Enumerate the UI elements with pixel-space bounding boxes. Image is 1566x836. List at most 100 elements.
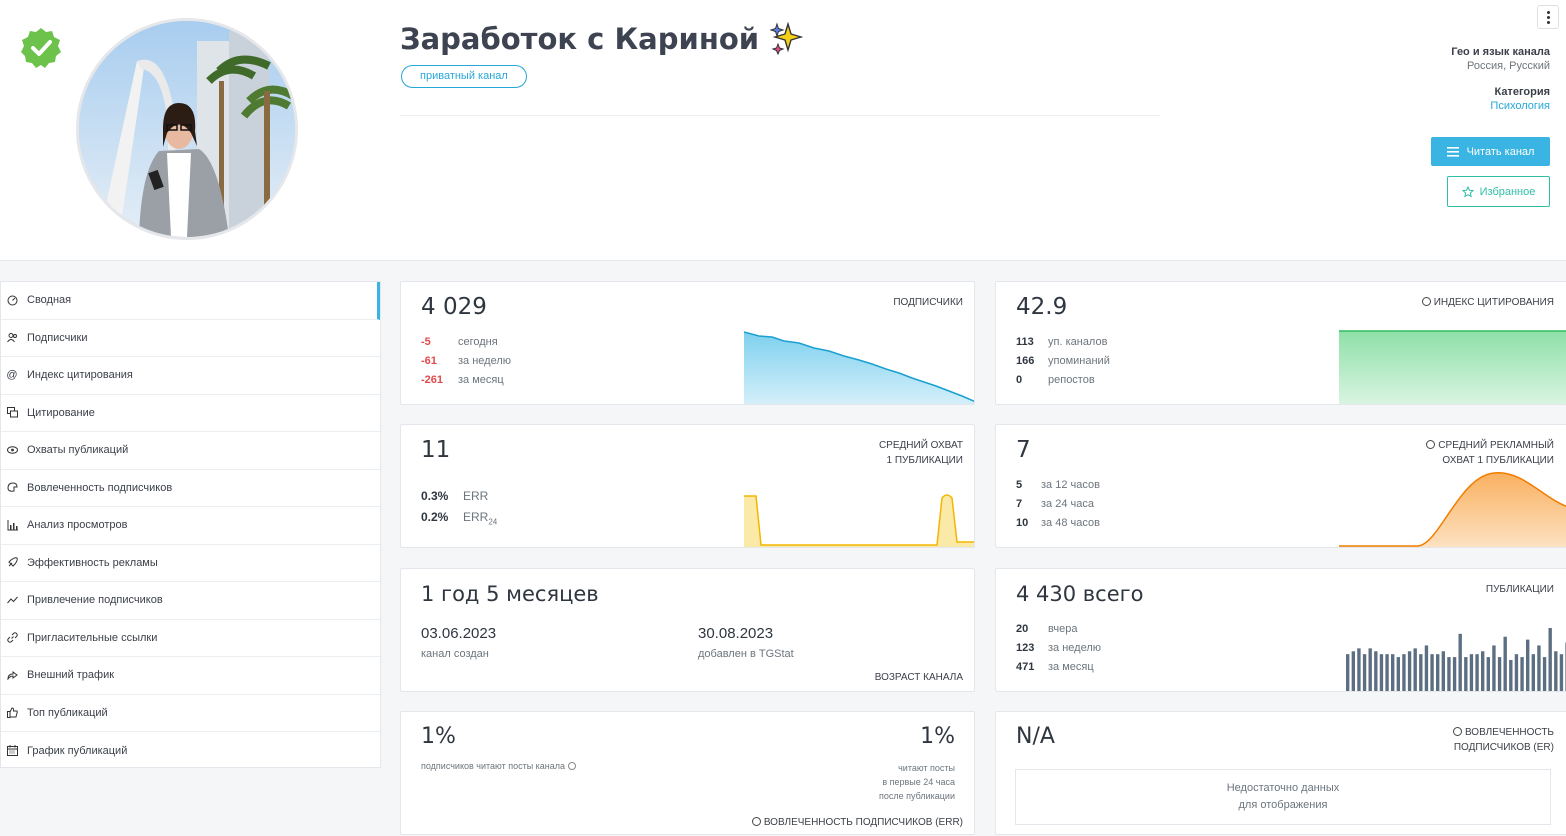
publication-bar <box>1385 654 1389 691</box>
subscribers-changes: -5 сегодня -61 за неделю -261 за месяц <box>421 333 511 390</box>
info-icon[interactable] <box>1452 727 1462 736</box>
sidebar-item-ad-efficiency[interactable]: Эффективность рекламы <box>1 545 380 582</box>
publication-bar <box>1542 657 1547 691</box>
publications-total: 4 430 всего <box>1016 582 1144 606</box>
subscribers-sparkline <box>744 331 974 404</box>
info-icon[interactable] <box>1426 440 1436 449</box>
sidebar-item-views-analysis[interactable]: Анализ просмотров <box>1 507 380 545</box>
average-reach-card: 11 СРЕДНИЙ ОХВАТ 1 ПУБЛИКАЦИИ 0.3% ERR 0.2… <box>400 424 975 548</box>
favorite-button[interactable]: Избранное <box>1447 176 1550 207</box>
engagement-left-value: 1% <box>421 724 456 749</box>
publication-bar <box>1503 636 1507 691</box>
citation-sparkline <box>1339 330 1566 404</box>
sidebar-item-invite-links[interactable]: Пригласительные ссылки <box>1 620 380 657</box>
sidebar-item-reach[interactable]: Охваты публикаций <box>1 432 380 470</box>
at-icon: @ <box>6 369 18 382</box>
geo-value: Россия, Русский <box>1467 60 1550 72</box>
sidebar-item-subscribers[interactable]: Подписчики <box>1 320 380 357</box>
publication-bar <box>1458 633 1462 691</box>
divider <box>400 115 1160 116</box>
created-date: 03.06.2023 <box>421 625 497 642</box>
dashboard-icon <box>6 294 18 306</box>
no-data-box: Недостаточно данных для отображения <box>1015 769 1551 825</box>
publication-bar <box>1391 654 1395 691</box>
publication-bar <box>1464 657 1468 691</box>
sidebar-item-engagement[interactable]: Вовлеченность подписчиков <box>1 470 380 507</box>
citation-index-value: 42.9 <box>1016 294 1068 320</box>
category-label: Категория <box>1494 86 1550 98</box>
calendar-icon <box>6 745 18 757</box>
publication-bar <box>1486 657 1491 691</box>
subscribers-card: 4 029 ПОДПИСЧИКИ -5 сегодня -61 за неделю … <box>400 281 975 405</box>
ad-reach-24h: 7 за 24 часа <box>1016 498 1094 510</box>
citation-mentions: 166 упоминаний <box>1016 355 1110 367</box>
ad-reach-stats: 5 за 12 часов 7 за 24 часа 10 за 48 часов <box>1016 476 1100 533</box>
sidebar-item-citation-index[interactable]: @ Индекс цитирования <box>1 357 380 395</box>
publication-bar <box>1413 648 1417 691</box>
sidebar-item-citation[interactable]: Цитирование <box>1 395 380 432</box>
er-label: ВОВЛЕЧЕННОСТЬ ПОДПИСЧИКОВ (ER) <box>1452 727 1554 753</box>
sidebar-item-external-traffic[interactable]: Внешний трафик <box>1 657 380 695</box>
publication-bar <box>1469 654 1474 691</box>
private-channel-badge: приватный канал <box>401 65 527 88</box>
reach-sparkline <box>744 494 974 547</box>
publication-bar <box>1379 654 1384 691</box>
created-label: канал создан <box>421 648 489 660</box>
citation-reposts: 0 репостов <box>1016 374 1095 386</box>
publication-bar <box>1441 651 1446 691</box>
channel-avatar <box>76 18 298 240</box>
citation-channels: 113 уп. каналов <box>1016 336 1108 348</box>
read-channel-button[interactable]: Читать канал <box>1431 137 1550 166</box>
engagement-right-text: читают посты в первые 24 часа после публик… <box>879 763 955 801</box>
publication-bar <box>1447 657 1451 691</box>
more-menu-button[interactable] <box>1537 5 1559 29</box>
publication-bar <box>1351 651 1356 691</box>
er-card: N/A ВОВЛЕЧЕННОСТЬ ПОДПИСЧИКОВ (ER) Недост… <box>995 711 1566 835</box>
change-month: -261 за месяц <box>421 374 504 386</box>
publication-bar <box>1520 657 1524 691</box>
citation-index-card: 42.9 ИНДЕКС ЦИТИРОВАНИЯ 113 уп. каналов 1… <box>995 281 1566 405</box>
ad-reach-48h: 10 за 48 часов <box>1016 517 1100 529</box>
channel-age-value: 1 год 5 месяцев <box>421 582 599 606</box>
posts-week: 123 за неделю <box>1016 642 1102 654</box>
trend-icon <box>6 594 18 606</box>
info-icon[interactable] <box>1421 297 1431 306</box>
publication-bar <box>1531 654 1536 691</box>
engagement-left-text: подписчиков читают посты канала <box>421 761 579 771</box>
star-icon <box>1461 185 1474 198</box>
publication-bar <box>1346 654 1350 691</box>
info-icon[interactable] <box>567 762 576 770</box>
change-week: -61 за неделю <box>421 355 512 367</box>
sidebar-nav: Сводная Подписчики @ Индекс цитирования Ц… <box>0 281 381 768</box>
er-value: N/A <box>1016 724 1055 749</box>
publication-bar <box>1475 654 1479 691</box>
publication-bar <box>1554 651 1558 691</box>
eye-icon <box>6 444 18 456</box>
sidebar-item-summary[interactable]: Сводная <box>1 282 380 320</box>
list-icon <box>1446 146 1459 157</box>
publication-bar <box>1526 639 1530 691</box>
engagement-icon <box>6 482 18 494</box>
posts-month: 471 за месяц <box>1016 661 1094 673</box>
publication-bar <box>1362 654 1367 691</box>
err24-row: 0.2% ERR24 <box>421 510 498 527</box>
category-link[interactable]: Психология <box>1490 100 1550 112</box>
channel-age-label: ВОЗРАСТ КАНАЛА <box>874 672 963 683</box>
engagement-card: 1% подписчиков читают посты канала 1% чи… <box>400 711 975 835</box>
publication-bar <box>1537 645 1541 691</box>
channel-title: Заработок с Кариной <box>400 22 804 56</box>
ad-reach-12h: 5 за 12 часов <box>1016 479 1100 491</box>
engagement-right-value: 1% <box>920 724 955 749</box>
category: Категория Психология <box>1490 86 1550 112</box>
sidebar-item-posting-schedule[interactable]: График публикаций <box>1 732 380 770</box>
verified-badge-icon <box>21 28 61 68</box>
sidebar-item-top-posts[interactable]: Топ публикаций <box>1 695 380 732</box>
rocket-icon <box>6 557 18 569</box>
info-icon[interactable] <box>751 817 761 826</box>
err-stats: 0.3% ERR 0.2% ERR24 <box>421 486 497 532</box>
publications-label: ПУБЛИКАЦИИ <box>1485 584 1554 595</box>
posts-yesterday: 20 вчера <box>1016 623 1078 635</box>
average-reach-label: СРЕДНИЙ ОХВАТ 1 ПУБЛИКАЦИИ <box>878 440 963 466</box>
sidebar-item-acquisition[interactable]: Привлечение подписчиков <box>1 582 380 620</box>
